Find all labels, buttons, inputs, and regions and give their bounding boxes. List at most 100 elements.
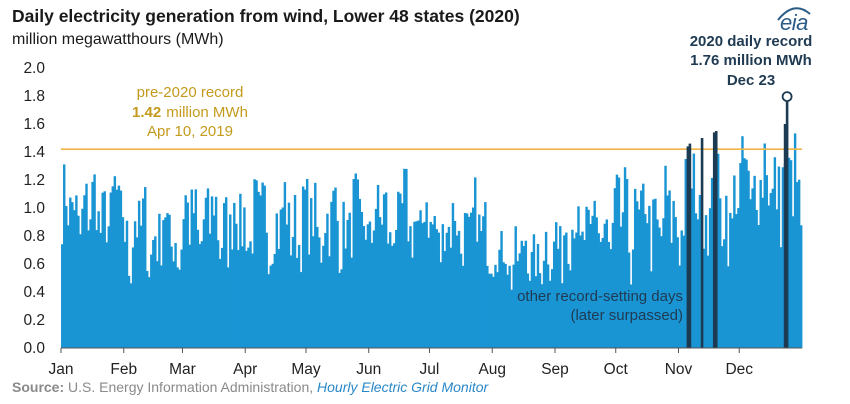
daily-bar [427, 237, 430, 348]
daily-bar [514, 226, 517, 348]
daily-bar [536, 243, 540, 348]
daily-bar [316, 226, 319, 348]
daily-bar [449, 247, 453, 348]
daily-bar [415, 221, 418, 348]
daily-bar [417, 220, 420, 348]
daily-bar [257, 191, 260, 348]
daily-bar [99, 232, 102, 348]
daily-bar [160, 265, 163, 348]
daily-bar [115, 189, 119, 348]
x-axis-ticks: Jan Feb Mar Apr May Jun Jul Aug Sep Oct Nov Dec [49, 361, 754, 378]
daily-bar [757, 225, 760, 348]
daily-bar [170, 246, 173, 348]
daily-bar [508, 265, 511, 348]
source-label: Source: [12, 379, 65, 395]
daily-bar [182, 219, 185, 348]
daily-bar [550, 269, 554, 348]
daily-bar [765, 175, 768, 348]
daily-bar [299, 272, 303, 348]
daily-bar [710, 177, 714, 348]
daily-bar [743, 158, 746, 348]
daily-bar [660, 236, 663, 348]
daily-bar [680, 230, 683, 348]
daily-bar [146, 270, 149, 348]
daily-bar [174, 242, 177, 348]
daily-bar [706, 255, 710, 348]
daily-bar [767, 205, 770, 348]
daily-bar [310, 198, 313, 348]
daily-bar [654, 198, 657, 348]
daily-bar [281, 207, 285, 348]
daily-bars [61, 125, 803, 348]
daily-bar [490, 273, 493, 348]
daily-bar [571, 229, 574, 348]
daily-bar [419, 210, 422, 348]
daily-bar [186, 202, 189, 348]
daily-bar [105, 242, 108, 348]
daily-bar [737, 208, 740, 348]
daily-bar [741, 136, 744, 348]
daily-bar [656, 219, 659, 348]
daily-bar [658, 227, 661, 348]
x-tick-label: Jul [420, 361, 440, 378]
x-tick-label: Apr [233, 361, 257, 378]
daily-bar [85, 183, 88, 348]
daily-bar [293, 195, 297, 348]
daily-bar [158, 213, 161, 348]
daily-bar [425, 202, 428, 348]
daily-bar [235, 223, 238, 348]
daily-bar [224, 197, 228, 348]
daily-bar [75, 195, 78, 348]
daily-bar [761, 197, 764, 348]
daily-bar [184, 195, 187, 348]
daily-bar [380, 224, 384, 348]
daily-bar [269, 265, 272, 348]
daily-bar [391, 245, 394, 348]
daily-bar [405, 168, 408, 348]
daily-bar [117, 185, 121, 348]
daily-bar [227, 267, 230, 348]
daily-bar [534, 276, 538, 348]
daily-bar [346, 219, 349, 348]
daily-bar [795, 182, 799, 348]
daily-bar [437, 232, 440, 348]
daily-bar [433, 215, 436, 348]
other-records-note: (later surpassed) [570, 307, 683, 324]
record-day-bar [783, 124, 787, 348]
daily-bar [504, 263, 507, 348]
daily-bar [599, 241, 602, 348]
daily-bar [668, 190, 671, 348]
daily-bar [200, 241, 204, 348]
daily-bar [609, 249, 613, 348]
daily-bar [107, 226, 110, 348]
daily-bar [135, 237, 139, 348]
daily-bar [190, 189, 193, 348]
daily-bar [690, 188, 694, 348]
daily-bar [625, 179, 629, 348]
daily-bar [137, 200, 141, 348]
daily-bar [220, 247, 224, 348]
y-axis-ticks: 0.0 0.2 0.4 0.6 0.8 1.0 1.2 1.4 1.6 1.8 2.0 [23, 60, 45, 357]
daily-bar [532, 234, 536, 348]
daily-bar [73, 210, 76, 348]
daily-bar [370, 242, 374, 348]
daily-bar [516, 261, 519, 348]
daily-bar [139, 225, 143, 348]
daily-bar [542, 260, 546, 348]
daily-bar [332, 190, 335, 348]
daily-bar [447, 226, 451, 348]
y-tick-label: 2.0 [23, 60, 45, 77]
daily-bar [633, 188, 637, 348]
record-2020-label: 2020 daily record [690, 33, 813, 50]
daily-bar [243, 207, 246, 348]
daily-bar [297, 244, 301, 348]
record-2020-value: 1.76 million MWh [690, 52, 812, 69]
daily-bar [492, 276, 495, 348]
daily-bar [91, 181, 94, 348]
source-link[interactable]: Hourly Electric Grid Monitor [317, 379, 489, 395]
daily-bar [376, 184, 380, 348]
daily-bar [119, 190, 123, 348]
daily-bar [267, 274, 270, 348]
daily-bar [723, 239, 726, 348]
daily-bar [340, 269, 343, 348]
